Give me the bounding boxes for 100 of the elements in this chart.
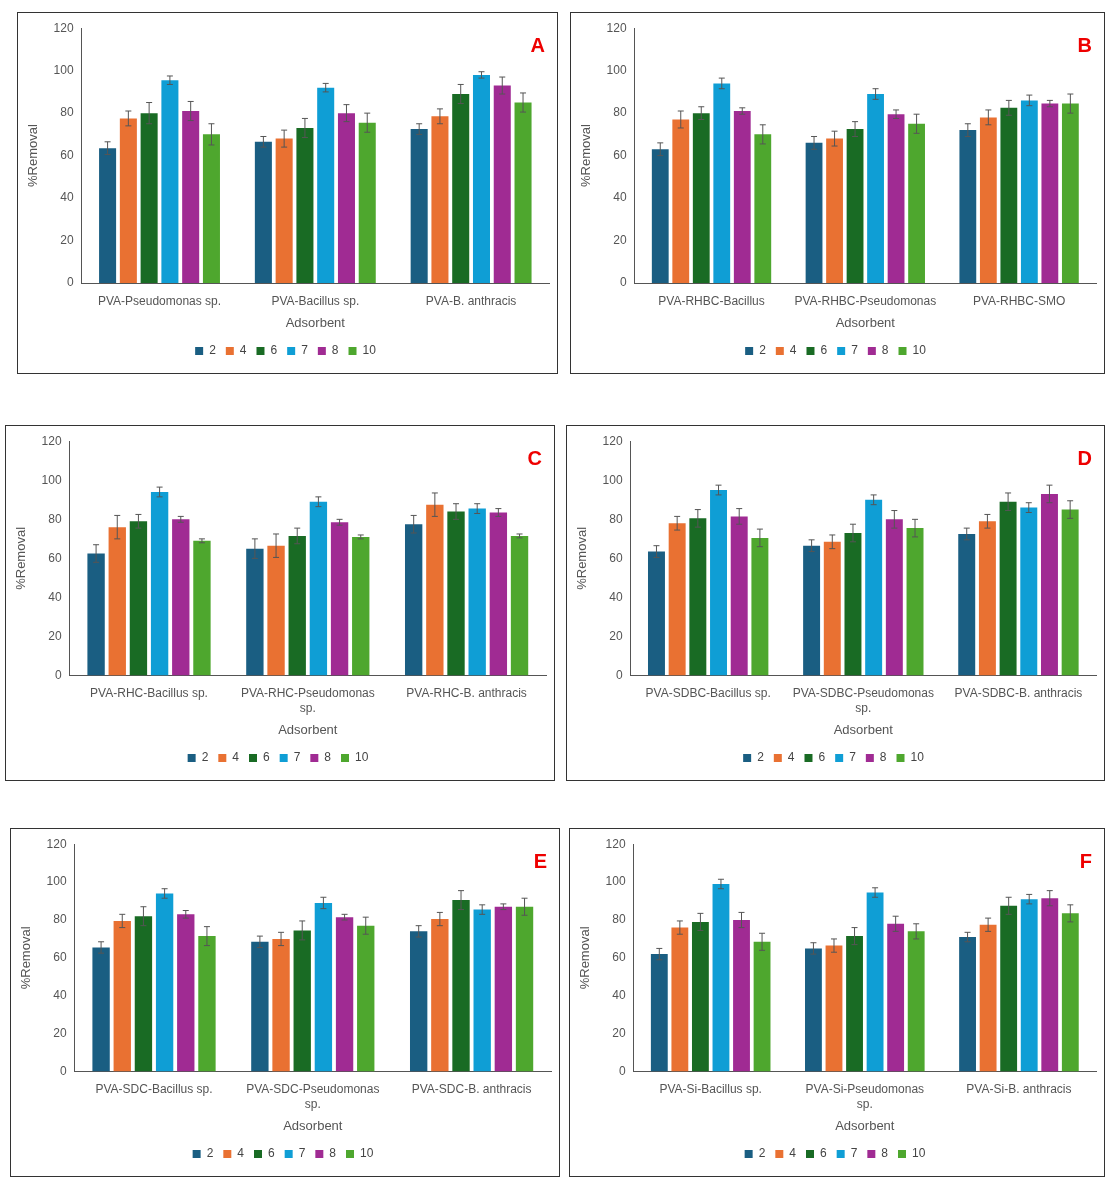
y-tick-label: 60 — [609, 550, 623, 565]
legend-label: 10 — [912, 1146, 926, 1161]
legend-label: 6 — [818, 750, 826, 765]
y-tick-label: 80 — [609, 511, 623, 526]
y-tick-label: 80 — [48, 511, 62, 526]
legend-label: 8 — [329, 1146, 337, 1161]
legend-label: 6 — [819, 1146, 827, 1161]
x-axis-title: Adsorbent — [833, 721, 894, 737]
y-tick-label: 20 — [612, 1026, 626, 1041]
x-axis-title: Adsorbent — [278, 721, 338, 737]
legend-label: 6 — [820, 343, 828, 358]
annotation: E — [533, 849, 547, 872]
y-tick-label: 60 — [612, 950, 626, 965]
y-tick-label: 80 — [613, 105, 627, 120]
legend-label: 4 — [239, 343, 247, 358]
legend-label: 7 — [849, 750, 857, 765]
annotation: D — [1077, 446, 1092, 469]
legend-label: 4 — [237, 1146, 245, 1161]
legend-label: 6 — [267, 1146, 275, 1161]
y-tick-label: 0 — [615, 667, 623, 682]
legend-label: 10 — [355, 750, 369, 765]
annotation: A — [530, 33, 545, 56]
annotation: F — [1079, 849, 1092, 872]
y-tick-label: 120 — [46, 836, 67, 851]
y-tick-label: 20 — [48, 628, 62, 643]
y-axis-title: %Removal — [578, 124, 594, 188]
x-tick-label: PVA-SDBC-Bacillus sp. — [645, 686, 771, 701]
x-tick-label: PVA-Bacillus sp. — [271, 293, 360, 308]
y-tick-label: 120 — [53, 20, 74, 35]
legend-label: 7 — [298, 1146, 306, 1161]
y-axis-title: %Removal — [577, 926, 593, 990]
x-tick-label: PVA-SDBC-B. anthracis — [954, 686, 1083, 701]
y-tick-label: 120 — [606, 20, 627, 35]
legend-label: 4 — [789, 1146, 797, 1161]
y-axis-title: %Removal — [18, 926, 34, 990]
y-tick-label: 60 — [53, 950, 67, 965]
legend-label: 7 — [851, 343, 859, 358]
x-tick-label: PVA-Si-Pseudomonas sp. — [805, 1082, 925, 1111]
y-tick-label: 60 — [60, 147, 74, 162]
y-tick-label: 20 — [53, 1026, 67, 1041]
y-tick-label: 100 — [53, 62, 74, 77]
y-tick-label: 80 — [60, 105, 74, 120]
legend-label: 7 — [850, 1146, 858, 1161]
y-tick-label: 120 — [605, 836, 626, 851]
x-tick-label: PVA-SDC-B. anthracis — [411, 1082, 532, 1097]
x-tick-label: PVA-SDC-Bacillus sp. — [95, 1082, 213, 1097]
y-tick-label: 0 — [54, 667, 62, 682]
x-tick-label: PVA-SDBC-Pseudomonas sp. — [792, 686, 934, 715]
y-tick-label: 0 — [66, 275, 74, 290]
y-tick-label: 60 — [613, 147, 627, 162]
y-tick-label: 40 — [53, 988, 67, 1003]
y-tick-label: 80 — [612, 912, 626, 927]
legend-label: 2 — [758, 1146, 766, 1161]
legend-label: 10 — [912, 343, 927, 358]
y-tick-label: 120 — [41, 433, 62, 448]
legend-label: 10 — [360, 1146, 374, 1161]
legend-label: 2 — [201, 750, 209, 765]
y-tick-label: 80 — [53, 912, 67, 927]
legend-label: 2 — [757, 750, 765, 765]
legend-label: 4 — [787, 750, 795, 765]
legend-label: 6 — [262, 750, 270, 765]
y-tick-label: 40 — [609, 589, 623, 604]
x-axis-title: Adsorbent — [835, 314, 896, 330]
legend-label: 7 — [301, 343, 309, 358]
y-tick-label: 120 — [602, 433, 623, 448]
x-axis-title: Adsorbent — [835, 1117, 895, 1133]
y-tick-label: 0 — [59, 1063, 67, 1078]
legend-label: 8 — [881, 1146, 889, 1161]
legend-label: 8 — [324, 750, 332, 765]
legend-label: 8 — [879, 750, 887, 765]
x-tick-label: PVA-RHBC-Pseudomonas — [794, 293, 937, 308]
x-axis-title: Adsorbent — [285, 314, 346, 330]
y-tick-label: 20 — [60, 232, 74, 247]
y-tick-label: 40 — [613, 190, 627, 205]
x-tick-label: PVA-Pseudomonas sp. — [97, 293, 222, 308]
y-axis-title: %Removal — [13, 526, 29, 590]
y-tick-label: 100 — [605, 874, 626, 889]
x-axis-title: Adsorbent — [283, 1117, 343, 1133]
legend-label: 8 — [881, 343, 889, 358]
legend-label: 10 — [910, 750, 925, 765]
legend-label: 4 — [789, 343, 797, 358]
y-tick-label: 40 — [60, 190, 74, 205]
y-tick-label: 20 — [609, 628, 623, 643]
legend-label: 8 — [331, 343, 339, 358]
y-tick-label: 0 — [619, 275, 627, 290]
x-tick-label: PVA-B. anthracis — [425, 293, 517, 308]
y-axis-title: %Removal — [574, 526, 590, 590]
y-tick-label: 100 — [606, 62, 627, 77]
y-tick-label: 20 — [613, 232, 627, 247]
x-tick-label: PVA-RHBC-Bacillus — [658, 293, 765, 308]
legend-label: 2 — [759, 343, 767, 358]
y-tick-label: 40 — [612, 988, 626, 1003]
annotation: C — [527, 446, 542, 469]
y-tick-label: 40 — [48, 589, 62, 604]
y-tick-label: 60 — [48, 550, 62, 565]
x-tick-label: PVA-RHC-Bacillus sp. — [90, 686, 208, 701]
legend-label: 10 — [362, 343, 377, 358]
x-tick-label: PVA-SDC-Pseudomonas sp. — [246, 1082, 380, 1111]
legend-label: 7 — [293, 750, 301, 765]
y-axis-title: %Removal — [25, 124, 41, 188]
